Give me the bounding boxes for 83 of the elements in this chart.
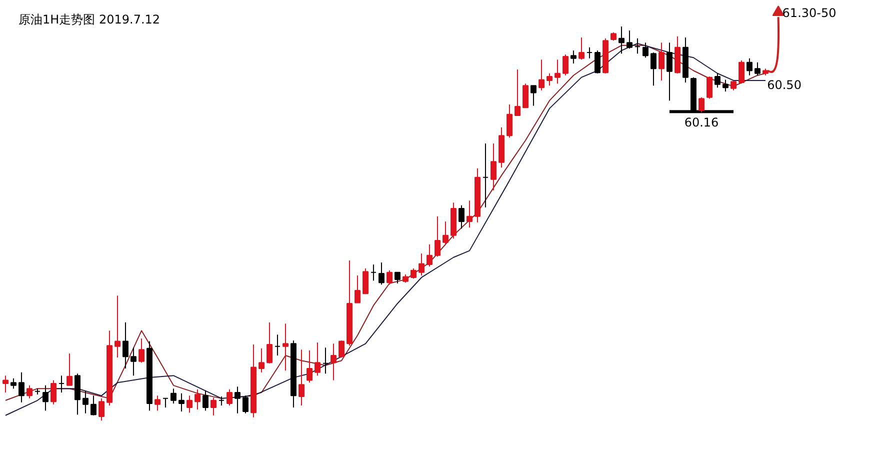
candlestick — [266, 322, 272, 364]
candlestick — [570, 50, 576, 64]
candlestick — [178, 392, 184, 412]
text: 61.30-50 — [782, 6, 836, 20]
candlestick — [562, 54, 568, 76]
candlestick — [274, 334, 280, 356]
candlestick — [210, 397, 216, 416]
candlestick — [202, 390, 208, 412]
candlestick — [378, 262, 384, 286]
candlestick — [490, 143, 496, 191]
series-label: 60.16 — [684, 116, 719, 130]
candlestick — [394, 272, 400, 284]
candlestick — [130, 347, 136, 376]
candlestick — [82, 390, 88, 414]
candlestick — [506, 104, 512, 138]
candlestick — [50, 380, 56, 405]
candlestick — [522, 83, 528, 108]
candlestick — [426, 244, 432, 267]
candlestick — [738, 60, 744, 84]
candlestick — [594, 50, 600, 74]
candlestick — [338, 340, 344, 358]
candlestick — [2, 375, 8, 394]
candlestick — [18, 372, 24, 403]
candlestick — [226, 388, 232, 406]
candlestick — [298, 349, 304, 406]
candlestick — [154, 395, 160, 412]
candlestick — [466, 200, 472, 228]
candlestick — [418, 252, 424, 276]
candlestick — [122, 322, 128, 369]
candlestick — [306, 350, 312, 384]
candlestick — [626, 30, 632, 50]
candlestick — [322, 347, 328, 374]
candlestick — [194, 388, 200, 410]
candlestick — [434, 216, 440, 258]
candlestick — [186, 395, 192, 414]
candlestick — [386, 270, 392, 286]
candlestick — [234, 386, 240, 414]
candlestick — [114, 295, 120, 358]
candlestick — [706, 76, 712, 100]
candlestick — [10, 378, 16, 390]
candlestick — [354, 275, 360, 304]
candlestick — [410, 268, 416, 280]
candlestick — [162, 398, 168, 408]
candlestick — [658, 42, 664, 81]
candlestick — [242, 395, 248, 414]
candlestick — [730, 80, 736, 91]
candlestick — [442, 221, 448, 245]
chart-title: 原油1H走势图 2019.7.12 — [18, 12, 160, 26]
candlestick — [66, 353, 72, 386]
candlestick — [170, 388, 176, 404]
candlestick — [370, 264, 376, 282]
candlestick — [26, 384, 32, 399]
candlestick — [714, 72, 720, 88]
candlestick — [138, 338, 144, 364]
candlestick — [754, 62, 760, 76]
candlestick — [666, 42, 672, 102]
candlestick — [530, 85, 536, 106]
candlestick — [458, 204, 464, 230]
candlestick — [258, 348, 264, 373]
candlestick — [546, 72, 552, 86]
candlestick — [722, 79, 728, 92]
candlestick — [314, 342, 320, 376]
candlestick — [330, 343, 336, 381]
candlestick — [618, 26, 624, 54]
annotation: 60.50 — [767, 78, 802, 92]
candlestick — [482, 143, 488, 208]
candlestick — [282, 323, 288, 371]
candlestick — [362, 268, 368, 294]
candlestick — [746, 58, 752, 76]
candlestick — [42, 384, 48, 412]
candlestick — [698, 96, 704, 113]
candlestick — [90, 395, 96, 416]
candlestick — [578, 37, 584, 60]
candlestick — [554, 59, 560, 84]
candlestick — [514, 68, 520, 116]
candlestick — [634, 38, 640, 54]
candlestick — [218, 396, 224, 406]
candlestick — [538, 59, 544, 91]
candlestick — [642, 42, 648, 58]
candlestick — [98, 398, 104, 421]
candlestick — [650, 52, 656, 86]
candlestick — [58, 375, 64, 394]
candlestick — [586, 46, 592, 59]
